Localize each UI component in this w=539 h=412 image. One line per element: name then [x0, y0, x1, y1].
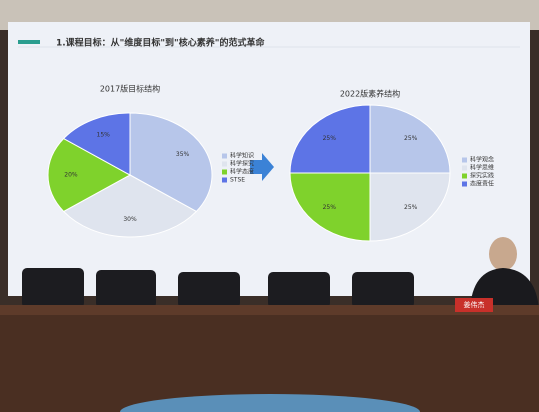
- legend-swatch: [222, 153, 227, 159]
- value-label: 15%: [97, 132, 111, 139]
- nameplate: [455, 298, 493, 312]
- chairs: [22, 268, 414, 308]
- legend-swatch: [462, 157, 467, 163]
- pie-slice: [129, 112, 213, 213]
- value-label: 25%: [404, 204, 418, 211]
- title-accent: [18, 40, 40, 44]
- legend-label: 科学知识: [230, 152, 254, 160]
- chart-title: 2017版目标结构: [100, 84, 160, 94]
- pie-slice: [289, 104, 371, 174]
- chart-title: 2022版素养结构: [340, 89, 400, 99]
- legend-label: 态度责任: [470, 180, 494, 188]
- value-label: 25%: [404, 135, 418, 142]
- value-label: 20%: [64, 172, 78, 179]
- value-label: 25%: [323, 135, 337, 142]
- pie-slice: [289, 172, 371, 242]
- legend-swatch: [222, 169, 227, 175]
- slide-title: 1.课程目标：从"维度目标"到"核心素养"的范式革命: [56, 37, 265, 49]
- legend-label: 科学探究: [230, 160, 254, 168]
- pie-slice: [369, 104, 451, 174]
- legend-label: 探究实践: [470, 172, 494, 180]
- value-label: 30%: [123, 216, 137, 223]
- legend-swatch: [462, 173, 467, 179]
- nameplate-text: 姜伟杰: [464, 300, 485, 309]
- pie-slice: [62, 112, 131, 176]
- arrow: [250, 153, 274, 181]
- foreground-head: [120, 394, 420, 412]
- legend-swatch: [222, 177, 227, 183]
- pie-slice: [47, 137, 132, 213]
- value-label: 25%: [323, 204, 337, 211]
- legend-swatch: [462, 165, 467, 171]
- legend-swatch: [462, 181, 467, 187]
- legend-label: STSE: [230, 177, 245, 184]
- legend-swatch: [222, 161, 227, 167]
- legend-label: 科学态度: [230, 168, 254, 176]
- legend-label: 科学观念: [470, 156, 494, 164]
- desk-top: [0, 305, 539, 315]
- legend-label: 科学思维: [470, 164, 494, 172]
- pie-slice: [62, 174, 198, 238]
- pie-slice: [369, 172, 451, 242]
- value-label: 35%: [176, 151, 190, 158]
